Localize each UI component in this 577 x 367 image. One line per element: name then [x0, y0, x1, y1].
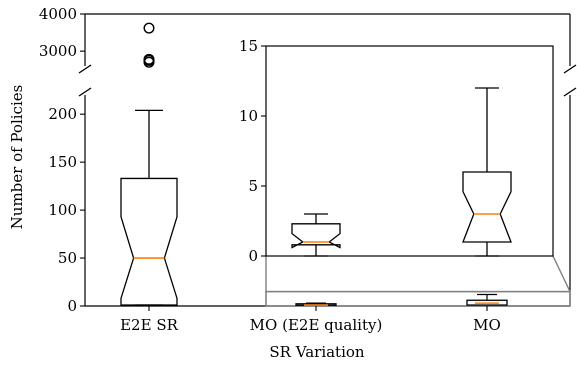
inset-y-tick-label: 0 — [248, 247, 258, 265]
y-tick-label: 200 — [48, 105, 77, 123]
y-tick-label: 4000 — [39, 5, 77, 23]
inset-zoom-indicator — [266, 256, 570, 306]
y-tick-label: 0 — [67, 297, 77, 315]
y-tick-label: 150 — [48, 153, 77, 171]
y-tick-label: 50 — [58, 249, 77, 267]
e2e-sr-box — [121, 178, 177, 305]
x-tick-label: MO — [473, 316, 501, 334]
axis-break-mark — [564, 88, 576, 96]
axis-break-mark — [79, 88, 91, 96]
inset-axes: 0 5 10 15 — [239, 37, 553, 265]
axis-break-mark — [79, 65, 91, 73]
x-axis-label: SR Variation — [269, 343, 365, 361]
y-axis-label: Number of Policies — [8, 85, 26, 230]
inset-y-tick-label: 15 — [239, 37, 258, 55]
inset-frame — [266, 46, 553, 256]
x-tick-label: MO (E2E quality) — [250, 316, 383, 334]
outlier-point — [144, 23, 154, 33]
zoom-connector-right — [553, 256, 570, 292]
x-tick-label: E2E SR — [120, 316, 178, 334]
axis-break-mark — [564, 65, 576, 73]
y-tick-label: 3000 — [39, 42, 77, 60]
y-tick-label: 100 — [48, 201, 77, 219]
inset-y-tick-label: 10 — [239, 107, 258, 125]
inset-y-tick-label: 5 — [248, 177, 258, 195]
